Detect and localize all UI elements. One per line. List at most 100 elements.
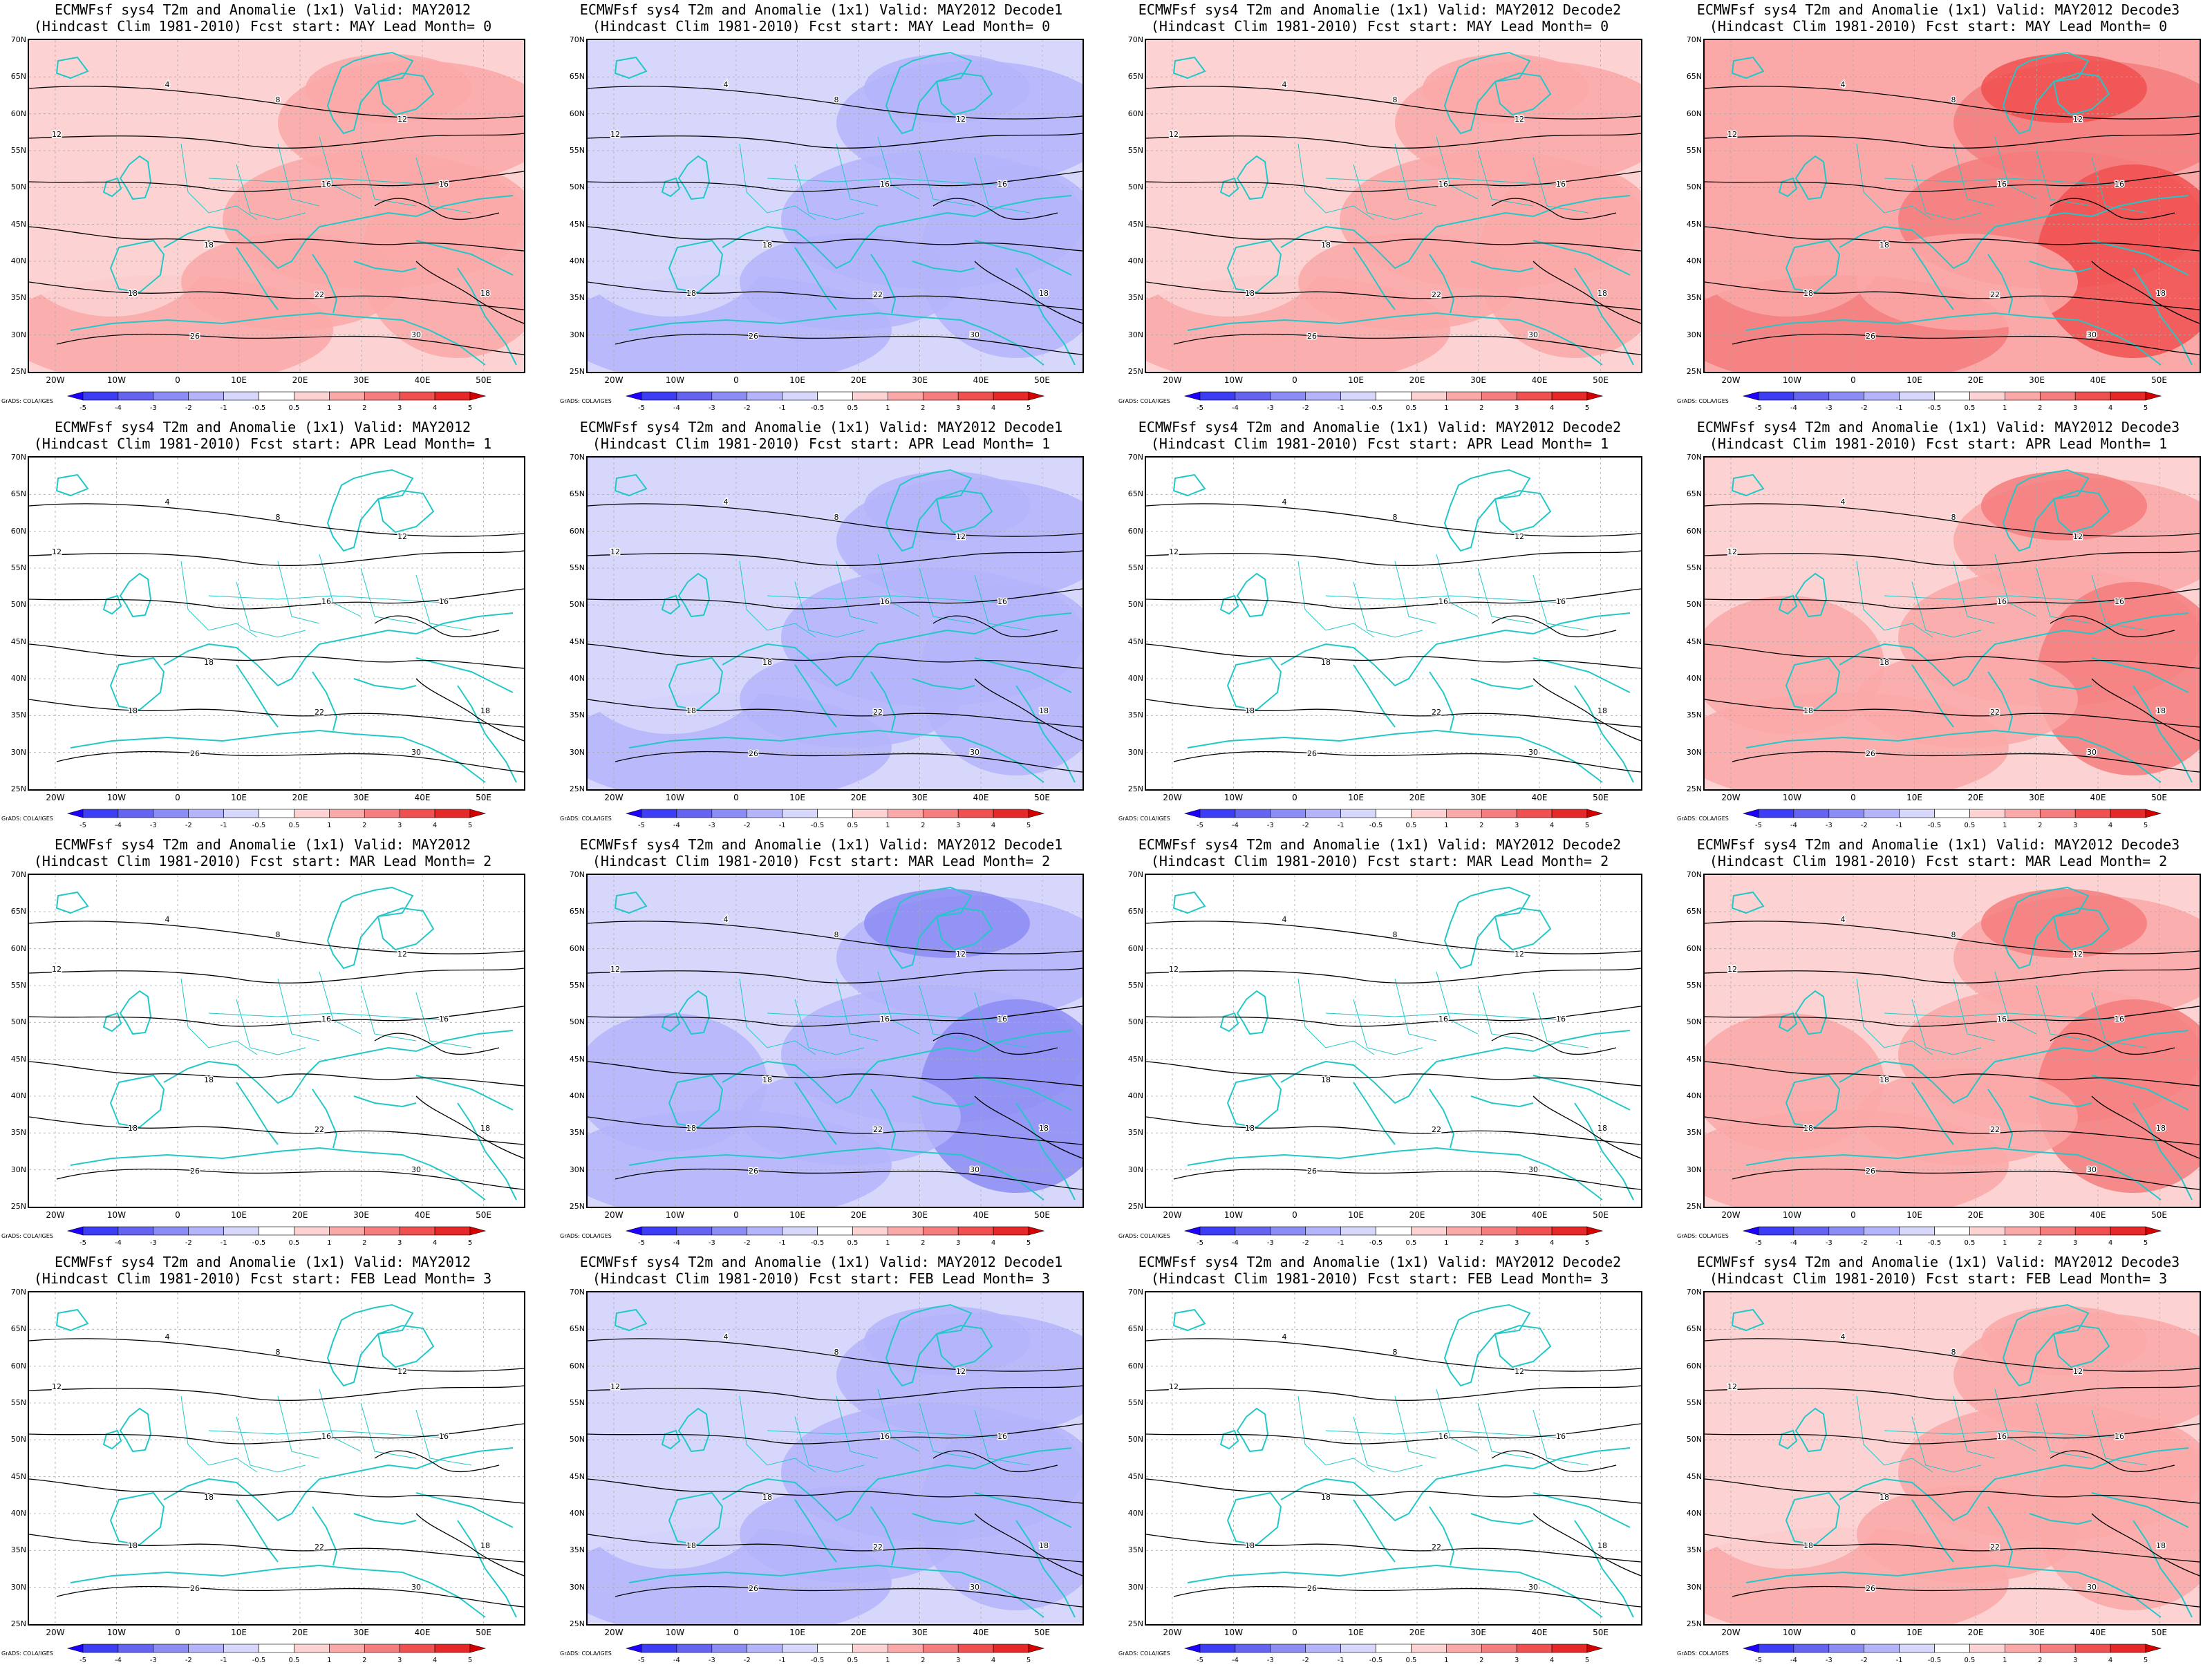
coastline	[1280, 612, 1631, 687]
latitude-label: 55N	[1686, 981, 1702, 990]
temperature-contour	[1705, 281, 2200, 310]
coastline	[1172, 1308, 1206, 1332]
coastline	[457, 1102, 517, 1200]
latitude-label: 60N	[10, 526, 26, 536]
coastline	[1574, 1102, 1634, 1200]
latitude-label: 25N	[569, 1619, 585, 1628]
colorbar-tick-label: 4	[433, 822, 437, 829]
coastline	[1443, 51, 1531, 135]
country-border	[1533, 1409, 1589, 1466]
country-border	[1911, 164, 1982, 220]
contour-label: 22	[1432, 1543, 1441, 1552]
contour-label: 8	[276, 1348, 281, 1357]
country-border	[767, 1013, 1003, 1021]
contour-label: 30	[1528, 1583, 1538, 1592]
colorbar-tick-label: -2	[185, 822, 192, 829]
anomaly-region	[1478, 999, 1641, 1193]
latitude-label: 65N	[1686, 1324, 1702, 1334]
colorbar-swatch	[434, 1644, 471, 1653]
temperature-contour	[588, 133, 1082, 149]
coastline	[661, 1012, 681, 1033]
latitude-label: 50N	[1686, 182, 1702, 192]
longitude-label: 50E	[1034, 1628, 1050, 1637]
colorbar-tick-label: -1	[221, 1657, 227, 1664]
colorbar: -5 -4 -3 -2 -1 -0.5 0.5 1 2 3 4 5 GrADS: COLA/IGES	[1117, 809, 1642, 832]
colorbar-tick-label: -0.5	[1928, 1657, 1942, 1664]
temperature-contour	[1146, 1534, 1641, 1563]
colorbar-swatch	[2074, 809, 2111, 818]
coastline	[2052, 1324, 2110, 1368]
coastline	[870, 1089, 897, 1149]
longitude-label: 0	[1850, 375, 1856, 385]
temperature-contour	[29, 1338, 524, 1372]
colorbar-swatch	[1586, 1226, 1604, 1236]
colorbar-tick-label: -5	[638, 1657, 645, 1664]
latitude-label: 40N	[10, 1091, 26, 1100]
temperature-contour	[1491, 615, 1617, 638]
colorbar-swatch	[434, 391, 471, 401]
contour-label: 12	[2073, 115, 2083, 124]
anomaly-region	[1298, 651, 1519, 748]
map-plot-area: 4 8 12 12 16 16 18 18 22 26 18 30	[1703, 874, 2201, 1208]
colorbar-swatch	[82, 809, 119, 818]
colorbar-tick-label: 4	[2108, 822, 2112, 829]
contour-label: 16	[1997, 1432, 2007, 1441]
latitude-label: 25N	[569, 367, 585, 376]
contour-label: 8	[834, 95, 839, 104]
panel-title: ECMWFsf sys4 T2m and Anomalie (1x1) Vali…	[1696, 1, 2180, 18]
longitude-label: 30E	[353, 793, 369, 802]
colorbar-swatch	[625, 1644, 642, 1653]
panel-title: ECMWFsf sys4 T2m and Anomalie (1x1) Vali…	[54, 1, 471, 18]
longitude-label: 40E	[973, 1210, 989, 1220]
colorbar-tick-label: -0.5	[1369, 822, 1383, 829]
colorbar-swatch	[1742, 391, 1759, 401]
longitude-label: 10E	[789, 1628, 805, 1637]
colorbar-tick-label: 5	[1027, 822, 1031, 829]
panel-subtitle: (Hindcast Clim 1981-2010) Fcst start: FE…	[592, 1270, 1051, 1287]
longitude-label: 10E	[1348, 793, 1364, 802]
colorbar-swatch	[641, 1644, 677, 1653]
colorbar-tick-label: 1	[327, 822, 331, 829]
colorbar-swatch	[364, 391, 400, 401]
colorbar-swatch	[888, 1226, 924, 1236]
latitude-label: 40N	[1127, 1091, 1143, 1100]
grads-credit: GrADS: COLA/IGES	[1118, 816, 1170, 822]
anomaly-region	[361, 164, 524, 358]
colorbar-swatch	[1270, 391, 1306, 401]
temperature-contour	[1173, 333, 1641, 355]
country-border	[767, 178, 1003, 186]
anomaly-region	[864, 54, 1030, 123]
longitude-label: 30E	[1470, 375, 1486, 385]
country-border	[1477, 985, 1534, 1042]
anomaly-map: 4 8 12 12 16 16 18 18 22 26 18 30	[29, 458, 524, 789]
anomaly-region	[1423, 1306, 1588, 1375]
temperature-contour	[615, 751, 1082, 773]
longitude-label: 0	[1292, 1628, 1297, 1637]
contour-label: 22	[873, 1543, 883, 1552]
colorbar-scale: -5 -4 -3 -2 -1 -0.5 0.5 1 2 3 4 5	[625, 391, 1045, 412]
colorbar-swatch	[364, 809, 400, 818]
contour-label: 18	[1803, 289, 1813, 298]
longitude-label: 20W	[1721, 793, 1741, 802]
colorbar-swatch	[993, 391, 1029, 401]
colorbar-tick-label: -1	[1338, 1239, 1344, 1247]
contour-label: 18	[1039, 1541, 1049, 1550]
country-border	[2091, 1409, 2148, 1466]
contour-label: 26	[749, 749, 758, 758]
country-border	[794, 1416, 865, 1473]
country-border	[836, 143, 879, 207]
contour-label: 12	[956, 950, 966, 959]
longitude-label: 30E	[2029, 1628, 2045, 1637]
temperature-contour	[1705, 133, 2200, 149]
contour-label: 26	[749, 1167, 758, 1176]
contour-label: 18	[686, 1541, 696, 1550]
colorbar: -5 -4 -3 -2 -1 -0.5 0.5 1 2 3 4 5 GrADS: COLA/IGES	[1117, 1644, 1642, 1667]
country-border	[360, 150, 417, 207]
latitude-label: 60N	[1686, 109, 1702, 118]
colorbar-tick-label: 1	[1444, 1239, 1448, 1247]
colorbar-swatch	[1899, 391, 1935, 401]
longitude-label: 40E	[414, 793, 431, 802]
longitude-label: 10E	[1906, 793, 1922, 802]
coastline	[326, 469, 414, 552]
latitude-label: 55N	[10, 1398, 26, 1407]
